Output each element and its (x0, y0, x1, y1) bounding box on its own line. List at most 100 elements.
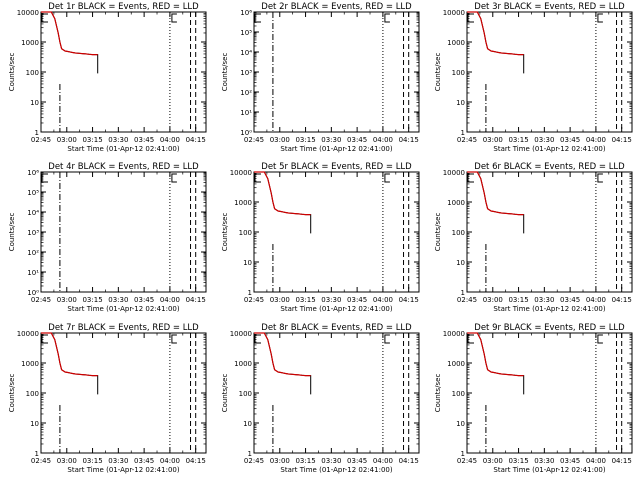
y-tick-label: 1 (461, 289, 465, 297)
y-tick-label: 10¹ (240, 109, 252, 117)
x-tick-label: 04:00 (160, 136, 180, 144)
plot-frame (253, 332, 420, 454)
y-tick-label: 1 (35, 129, 39, 137)
y-axis-label: Counts/sec (8, 213, 16, 252)
x-tick-label: 04:00 (373, 457, 393, 465)
bracket-end-marker (597, 13, 603, 23)
bracket-end-marker (384, 13, 390, 23)
y-axis-label: Counts/sec (221, 374, 229, 413)
x-tick-label: 03:30 (321, 136, 341, 144)
y-tick-label: 10000 (443, 330, 465, 338)
y-tick-label: 10 (243, 259, 252, 267)
y-tick-label: 10000 (17, 330, 39, 338)
bracket-end-marker (597, 334, 603, 344)
x-tick-label: 04:15 (612, 457, 632, 465)
x-tick-label: 03:45 (134, 136, 154, 144)
x-tick-label: 04:15 (186, 136, 206, 144)
x-tick-label: 03:30 (321, 457, 341, 465)
x-tick-label: 03:30 (108, 136, 128, 144)
x-tick-label: 02:45 (457, 296, 477, 304)
y-tick-label: 1000 (447, 360, 465, 368)
x-tick-label: 03:45 (347, 457, 367, 465)
y-tick-label: 1 (248, 450, 252, 458)
lld-series-line (467, 11, 524, 56)
x-tick-label: 03:45 (560, 296, 580, 304)
events-series-line (254, 332, 312, 395)
y-tick-label: 10⁶ (27, 169, 39, 177)
x-tick-label: 02:45 (31, 296, 51, 304)
x-tick-label: 03:45 (134, 457, 154, 465)
x-tick-label: 03:15 (295, 296, 315, 304)
x-tick-label: 03:15 (508, 136, 528, 144)
x-axis-label: Start Time (01-Apr-12 02:41:00) (493, 145, 605, 153)
x-tick-label: 04:00 (373, 296, 393, 304)
bracket-start-marker (467, 13, 474, 23)
x-axis-label: Start Time (01-Apr-12 02:41:00) (67, 145, 179, 153)
y-tick-label: 10⁴ (240, 49, 252, 57)
bracket-start-marker (254, 334, 261, 344)
x-tick-label: 03:15 (295, 136, 315, 144)
bracket-end-marker (171, 13, 177, 23)
y-tick-label: 100 (452, 390, 465, 398)
plot-frame (40, 171, 207, 293)
y-tick-label: 1000 (21, 39, 39, 47)
bracket-end-marker (597, 173, 603, 183)
plot-frame (253, 171, 420, 293)
y-tick-label: 10000 (230, 330, 252, 338)
y-tick-label: 10000 (230, 169, 252, 177)
x-tick-label: 04:00 (586, 457, 606, 465)
y-tick-label: 10 (243, 420, 252, 428)
panel-title: Det 3r BLACK = Events, RED = LLD (474, 2, 625, 12)
panel-title: Det 2r BLACK = Events, RED = LLD (261, 2, 412, 12)
bracket-start-marker (41, 173, 48, 183)
lld-series-line (254, 171, 311, 216)
x-axis-label: Start Time (01-Apr-12 02:41:00) (280, 145, 392, 153)
y-tick-label: 10 (30, 420, 39, 428)
panel-title: Det 4r BLACK = Events, RED = LLD (48, 162, 199, 172)
x-tick-label: 03:00 (270, 136, 290, 144)
x-tick-label: 03:30 (534, 136, 554, 144)
x-axis-label: Start Time (01-Apr-12 02:41:00) (67, 466, 179, 474)
x-tick-label: 03:45 (560, 136, 580, 144)
y-axis-label: Counts/sec (8, 374, 16, 413)
x-tick-label: 02:45 (31, 136, 51, 144)
x-tick-label: 03:00 (270, 457, 290, 465)
detector-panel: Det 1r BLACK = Events, RED = LLD 1 10 100 10… (8, 2, 207, 153)
plot-frame (466, 332, 633, 454)
x-tick-label: 04:15 (612, 296, 632, 304)
y-tick-label: 100 (26, 390, 39, 398)
x-axis-label: Start Time (01-Apr-12 02:41:00) (280, 305, 392, 313)
events-series-line (41, 332, 99, 395)
y-tick-label: 10⁴ (27, 209, 39, 217)
x-tick-label: 03:00 (270, 296, 290, 304)
events-series-line (41, 11, 99, 74)
x-tick-label: 04:00 (586, 296, 606, 304)
detector-panel: Det 7r BLACK = Events, RED = LLD 1 10 100 10… (8, 323, 207, 474)
y-axis-label: Counts/sec (434, 213, 442, 252)
bracket-end-marker (171, 173, 177, 183)
y-tick-label: 10² (240, 89, 252, 97)
panel-title: Det 1r BLACK = Events, RED = LLD (48, 2, 199, 12)
events-series-line (467, 332, 525, 395)
y-tick-label: 1000 (234, 360, 252, 368)
detector-panel: Det 2r BLACK = Events, RED = LLD 10⁰ 10¹ 10… (221, 2, 420, 153)
x-tick-label: 02:45 (244, 136, 264, 144)
panel-title: Det 7r BLACK = Events, RED = LLD (48, 323, 199, 333)
x-tick-label: 03:00 (483, 136, 503, 144)
panel-title: Det 8r BLACK = Events, RED = LLD (261, 323, 412, 333)
x-tick-label: 03:00 (57, 136, 77, 144)
x-tick-label: 03:30 (321, 296, 341, 304)
y-tick-label: 10⁰ (240, 129, 252, 137)
y-tick-label: 10000 (17, 9, 39, 17)
detector-panel: Det 5r BLACK = Events, RED = LLD 1 10 100 10… (221, 162, 420, 313)
detector-panel: Det 6r BLACK = Events, RED = LLD 1 10 100 10… (434, 162, 633, 313)
y-axis-label: Counts/sec (434, 374, 442, 413)
x-tick-label: 03:45 (560, 457, 580, 465)
plot-frame (466, 11, 633, 133)
x-tick-label: 03:30 (108, 457, 128, 465)
x-tick-label: 03:30 (108, 296, 128, 304)
x-tick-label: 02:45 (457, 136, 477, 144)
x-tick-label: 03:15 (82, 457, 102, 465)
bracket-end-marker (384, 334, 390, 344)
